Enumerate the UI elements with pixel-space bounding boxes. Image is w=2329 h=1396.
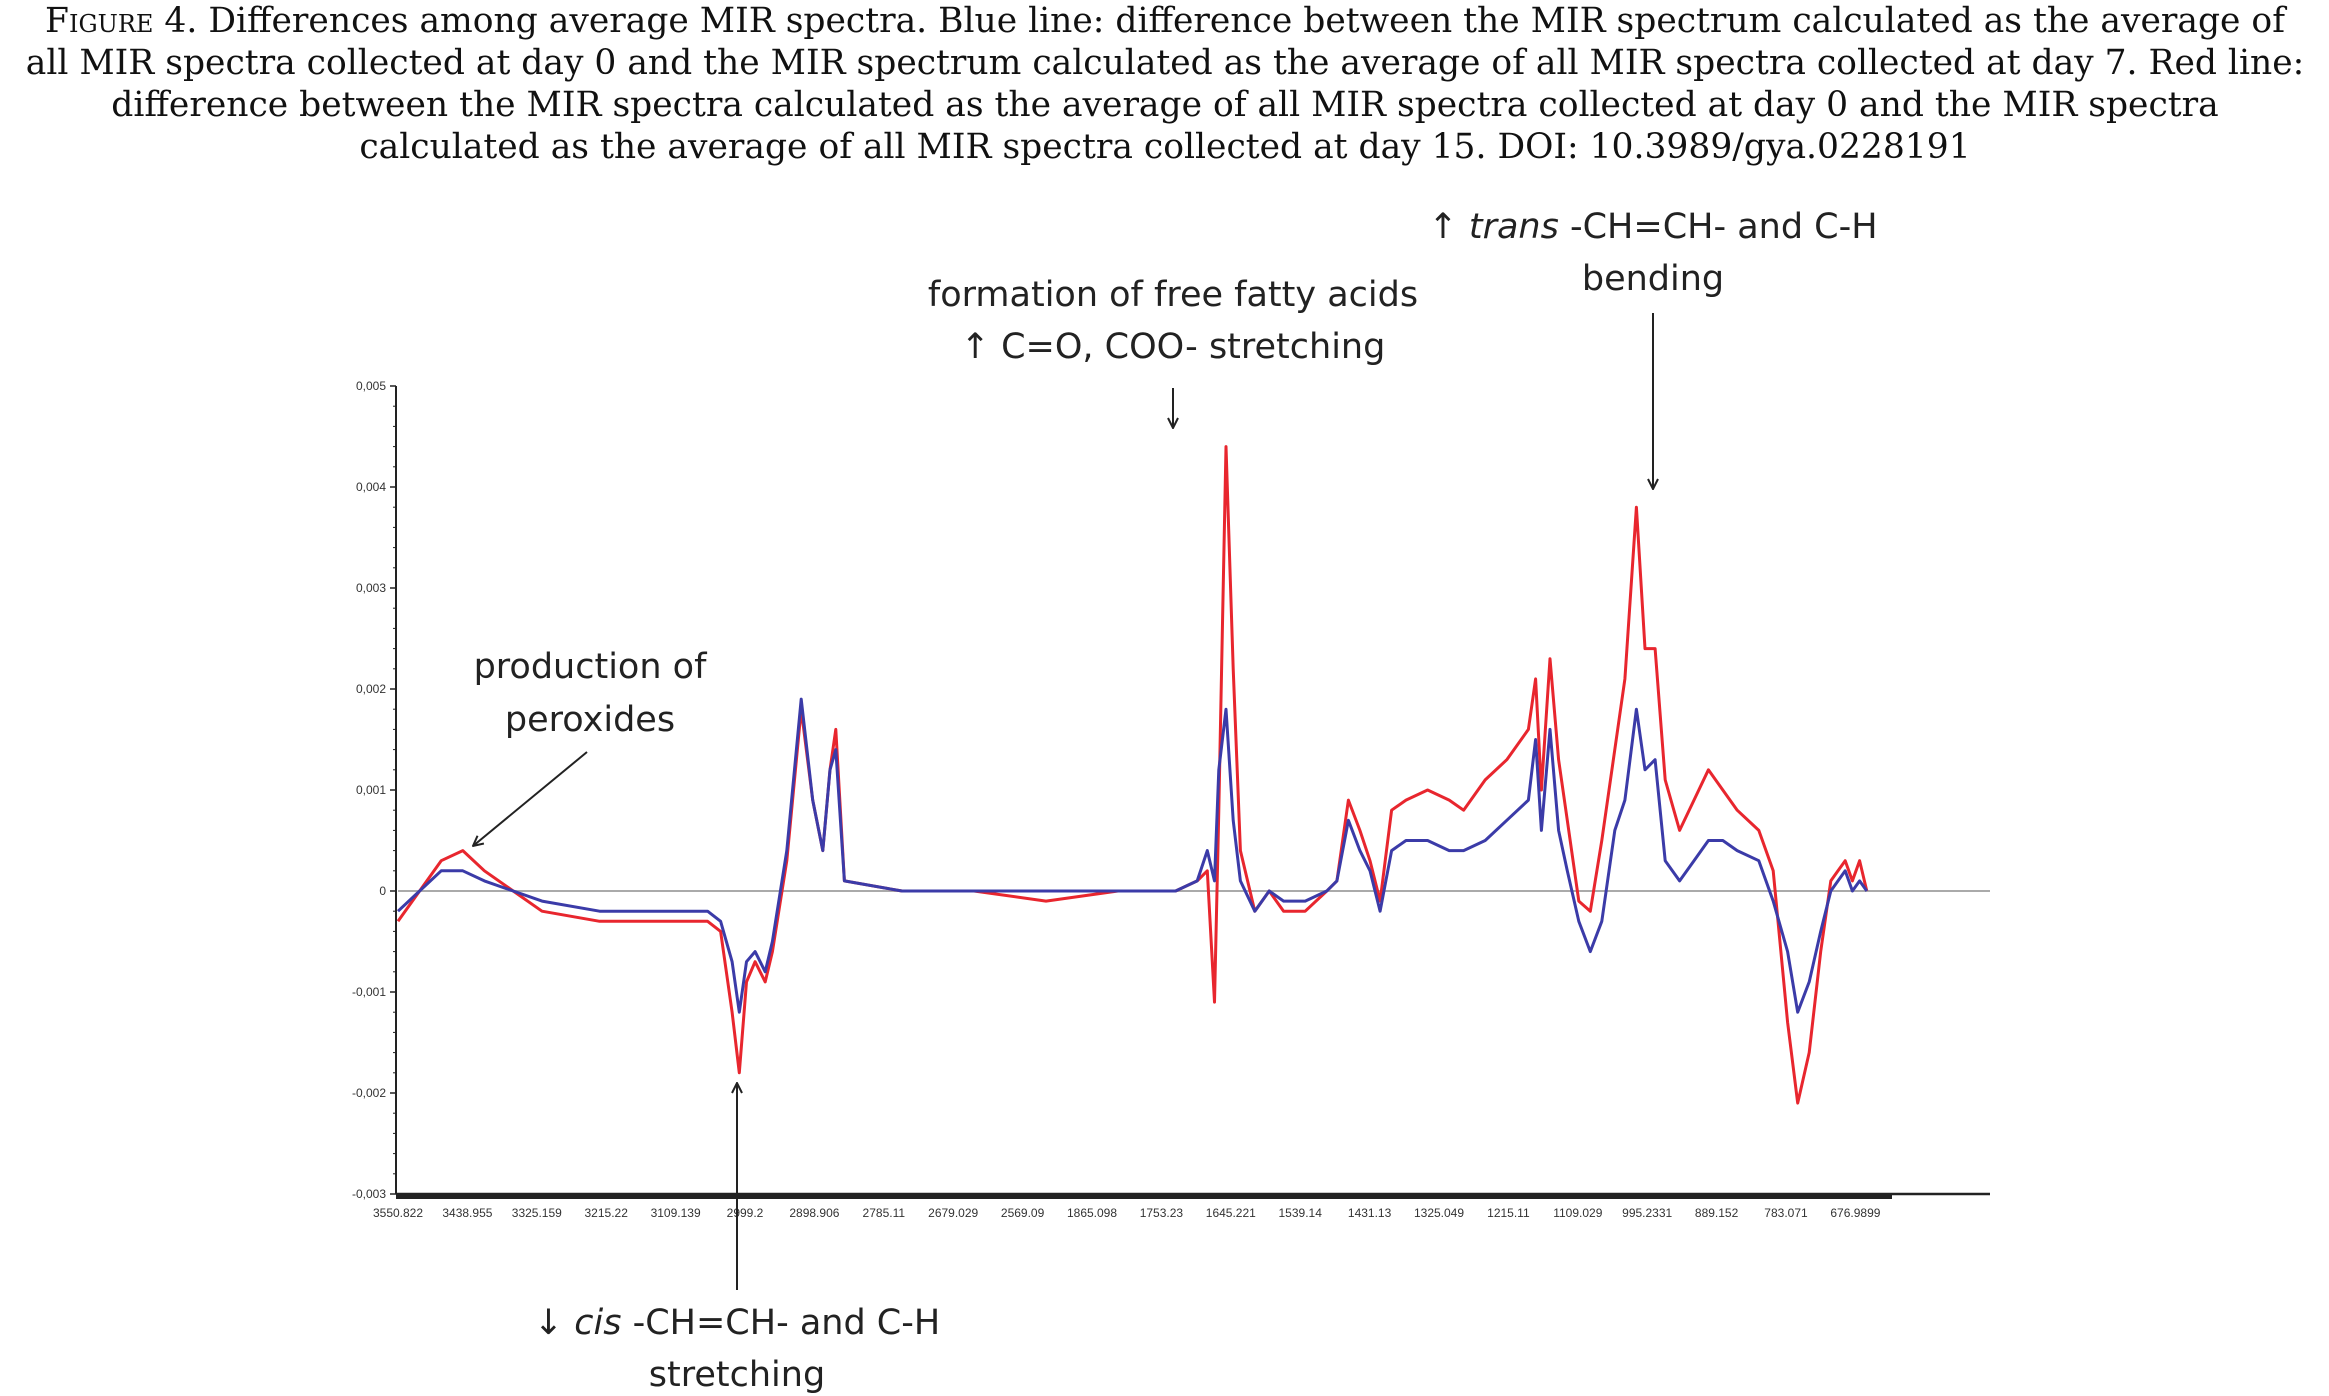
annotation-trans-line1: ↑ trans -CH=CH- and C-H xyxy=(1428,207,1877,247)
annotation-ffa-line2: ↑ C=O, COO- stretching xyxy=(961,327,1386,367)
x-tick-label: 1753.23 xyxy=(1140,1206,1184,1220)
caption-label: Figure xyxy=(45,1,154,41)
x-tick-label: 2898.906 xyxy=(789,1206,839,1220)
x-tick-label: 1645.221 xyxy=(1206,1206,1256,1220)
chart-series xyxy=(396,445,1869,1105)
annotation-trans: ↑ trans -CH=CH- and C-H bending xyxy=(1428,207,1878,489)
y-tick-label: 0,004 xyxy=(356,480,386,494)
y-tick-label: 0 xyxy=(379,884,386,898)
x-tick-label: 3438.955 xyxy=(442,1206,492,1220)
annotation-cis: ↓ cis -CH=CH- and C-H stretching xyxy=(534,1083,940,1395)
x-tick-label: 1865.098 xyxy=(1067,1206,1117,1220)
series-line-red xyxy=(396,445,1869,1105)
y-tick-label: -0,002 xyxy=(352,1086,386,1100)
annotation-ffa-line1: formation of free fatty acids xyxy=(928,275,1418,315)
caption-number: 4. xyxy=(164,1,198,41)
y-tick-label: 0,001 xyxy=(356,783,386,797)
x-tick-label: 676.9899 xyxy=(1830,1206,1880,1220)
x-tick-label: 3215.22 xyxy=(585,1206,629,1220)
x-tick-label: 889.152 xyxy=(1695,1206,1739,1220)
x-tick-label: 2785.11 xyxy=(863,1206,906,1220)
x-tick-label: 3109.139 xyxy=(651,1206,701,1220)
figure-caption: Figure 4. Differences among average MIR … xyxy=(20,0,2310,168)
x-tick-label: 2679.029 xyxy=(928,1206,978,1220)
x-tick-label: 2569.09 xyxy=(1001,1206,1045,1220)
annotation-trans-line2: bending xyxy=(1582,259,1724,299)
x-tick-label: 2999.2 xyxy=(727,1206,764,1220)
series-line-blue xyxy=(396,697,1869,1014)
y-tick-label: -0,001 xyxy=(352,985,386,999)
y-tick-label: 0,005 xyxy=(356,379,386,393)
y-tick-label: -0,003 xyxy=(352,1187,386,1201)
annotation-peroxides-line1: production of xyxy=(474,647,707,687)
x-tick-label: 3550.822 xyxy=(373,1206,423,1220)
annotation-peroxides-line2: peroxides xyxy=(505,700,675,740)
x-tick-label: 3325.159 xyxy=(512,1206,562,1220)
x-tick-label: 1215.11 xyxy=(1487,1206,1530,1220)
x-tick-label: 1109.029 xyxy=(1553,1206,1602,1220)
x-tick-label: 783.071 xyxy=(1764,1206,1808,1220)
x-tick-label: 1325.049 xyxy=(1414,1206,1464,1220)
caption-text: Differences among average MIR spectra. B… xyxy=(25,1,2305,167)
x-tick-band xyxy=(396,1194,1892,1199)
annotation-ffa: formation of free fatty acids ↑ C=O, COO… xyxy=(928,275,1418,428)
annotation-cis-line2: stretching xyxy=(649,1355,825,1395)
annotation-peroxides: production of peroxides xyxy=(473,647,707,846)
x-tick-label: 995.2331 xyxy=(1622,1206,1672,1220)
annotation-cis-line1: ↓ cis -CH=CH- and C-H xyxy=(534,1303,940,1343)
y-tick-label: 0,002 xyxy=(356,682,386,696)
x-tick-label: 1539.14 xyxy=(1279,1206,1323,1220)
chart-axes: 0,005 0,004 0,003 0,002 0,001 0 -0,001 -0,002 -0… xyxy=(352,379,1990,1220)
annotation-peroxides-arrow xyxy=(473,751,588,846)
x-tick-label: 1431.13 xyxy=(1348,1206,1392,1220)
y-tick-label: 0,003 xyxy=(356,581,386,595)
